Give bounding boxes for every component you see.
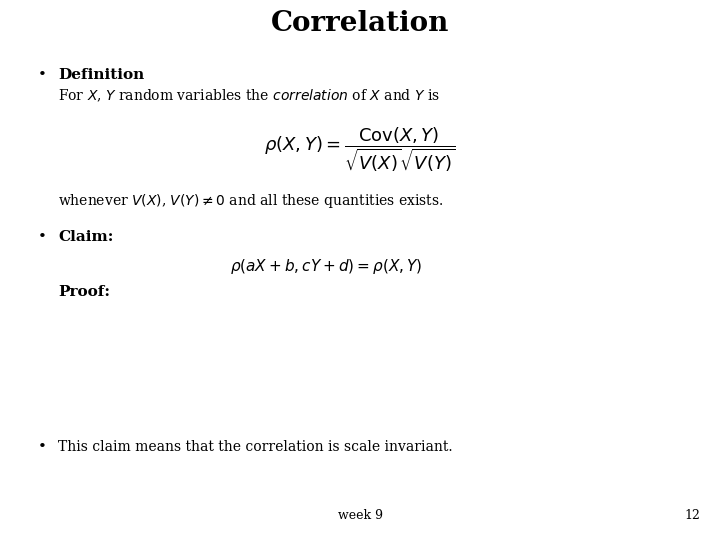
Text: Proof:: Proof: (58, 285, 110, 299)
Text: •: • (38, 230, 47, 244)
Text: $\rho(X,Y)=\dfrac{\mathrm{Cov}(X,Y)}{\sqrt{V(X)}\sqrt{V(Y)}}$: $\rho(X,Y)=\dfrac{\mathrm{Cov}(X,Y)}{\sq… (264, 125, 456, 174)
Text: whenever $V(X)$, $V(Y)\neq 0$ and all these quantities exists.: whenever $V(X)$, $V(Y)\neq 0$ and all th… (58, 192, 444, 210)
Text: •: • (38, 68, 47, 82)
Text: Claim:: Claim: (58, 230, 113, 244)
Text: 12: 12 (684, 509, 700, 522)
Text: Correlation: Correlation (271, 10, 449, 37)
Text: $\rho(aX+b,cY+d) = \rho(X,Y)$: $\rho(aX+b,cY+d) = \rho(X,Y)$ (230, 257, 422, 276)
Text: •: • (38, 440, 47, 454)
Text: This claim means that the correlation is scale invariant.: This claim means that the correlation is… (58, 440, 453, 454)
Text: week 9: week 9 (338, 509, 382, 522)
Text: Definition: Definition (58, 68, 144, 82)
Text: For $\mathit{X}$, $\mathit{Y}$ random variables the $\mathit{correlation}$ of $\: For $\mathit{X}$, $\mathit{Y}$ random va… (58, 88, 440, 104)
